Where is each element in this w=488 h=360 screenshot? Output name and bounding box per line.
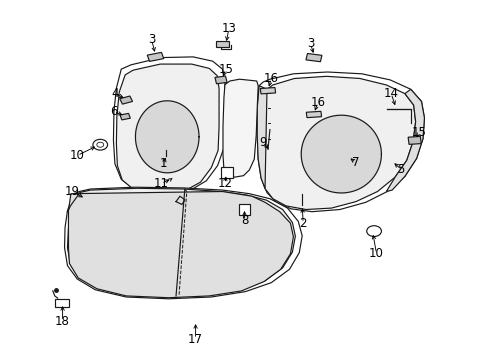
Text: 16: 16 [264, 72, 278, 85]
Polygon shape [386, 89, 424, 192]
Text: 19: 19 [65, 185, 80, 198]
Polygon shape [301, 115, 381, 193]
Text: 9: 9 [259, 136, 266, 149]
Text: 16: 16 [310, 96, 325, 109]
Polygon shape [305, 54, 321, 62]
Text: 4: 4 [111, 87, 119, 100]
Polygon shape [305, 111, 321, 118]
Text: 2: 2 [299, 217, 306, 230]
Text: 15: 15 [218, 63, 233, 76]
Polygon shape [257, 72, 424, 212]
Polygon shape [260, 87, 275, 94]
Polygon shape [147, 52, 163, 62]
Polygon shape [407, 136, 420, 144]
Text: 3: 3 [147, 33, 155, 46]
Bar [55, 299, 69, 307]
Text: 10: 10 [70, 149, 84, 162]
Text: 12: 12 [217, 177, 232, 190]
Text: 13: 13 [221, 22, 236, 35]
Polygon shape [135, 101, 199, 173]
Text: 6: 6 [110, 105, 118, 118]
Polygon shape [67, 188, 295, 296]
Text: 3: 3 [306, 37, 314, 50]
Polygon shape [215, 76, 226, 84]
Polygon shape [215, 41, 229, 47]
Polygon shape [120, 113, 130, 120]
Polygon shape [120, 96, 132, 104]
Text: 18: 18 [55, 315, 70, 328]
Text: 8: 8 [240, 214, 248, 227]
Text: 15: 15 [411, 126, 426, 139]
Text: 14: 14 [383, 87, 398, 100]
Polygon shape [258, 76, 415, 210]
Polygon shape [68, 192, 293, 298]
Polygon shape [239, 204, 249, 215]
Text: 17: 17 [188, 333, 203, 346]
Text: 10: 10 [368, 247, 383, 260]
Polygon shape [113, 57, 224, 194]
Polygon shape [221, 167, 233, 178]
Polygon shape [257, 86, 266, 189]
Text: 5: 5 [396, 163, 404, 176]
Text: 11: 11 [154, 177, 168, 190]
Polygon shape [64, 187, 302, 299]
Text: 1: 1 [160, 157, 167, 170]
Polygon shape [223, 79, 258, 177]
Text: 7: 7 [351, 156, 359, 169]
Polygon shape [116, 64, 219, 194]
